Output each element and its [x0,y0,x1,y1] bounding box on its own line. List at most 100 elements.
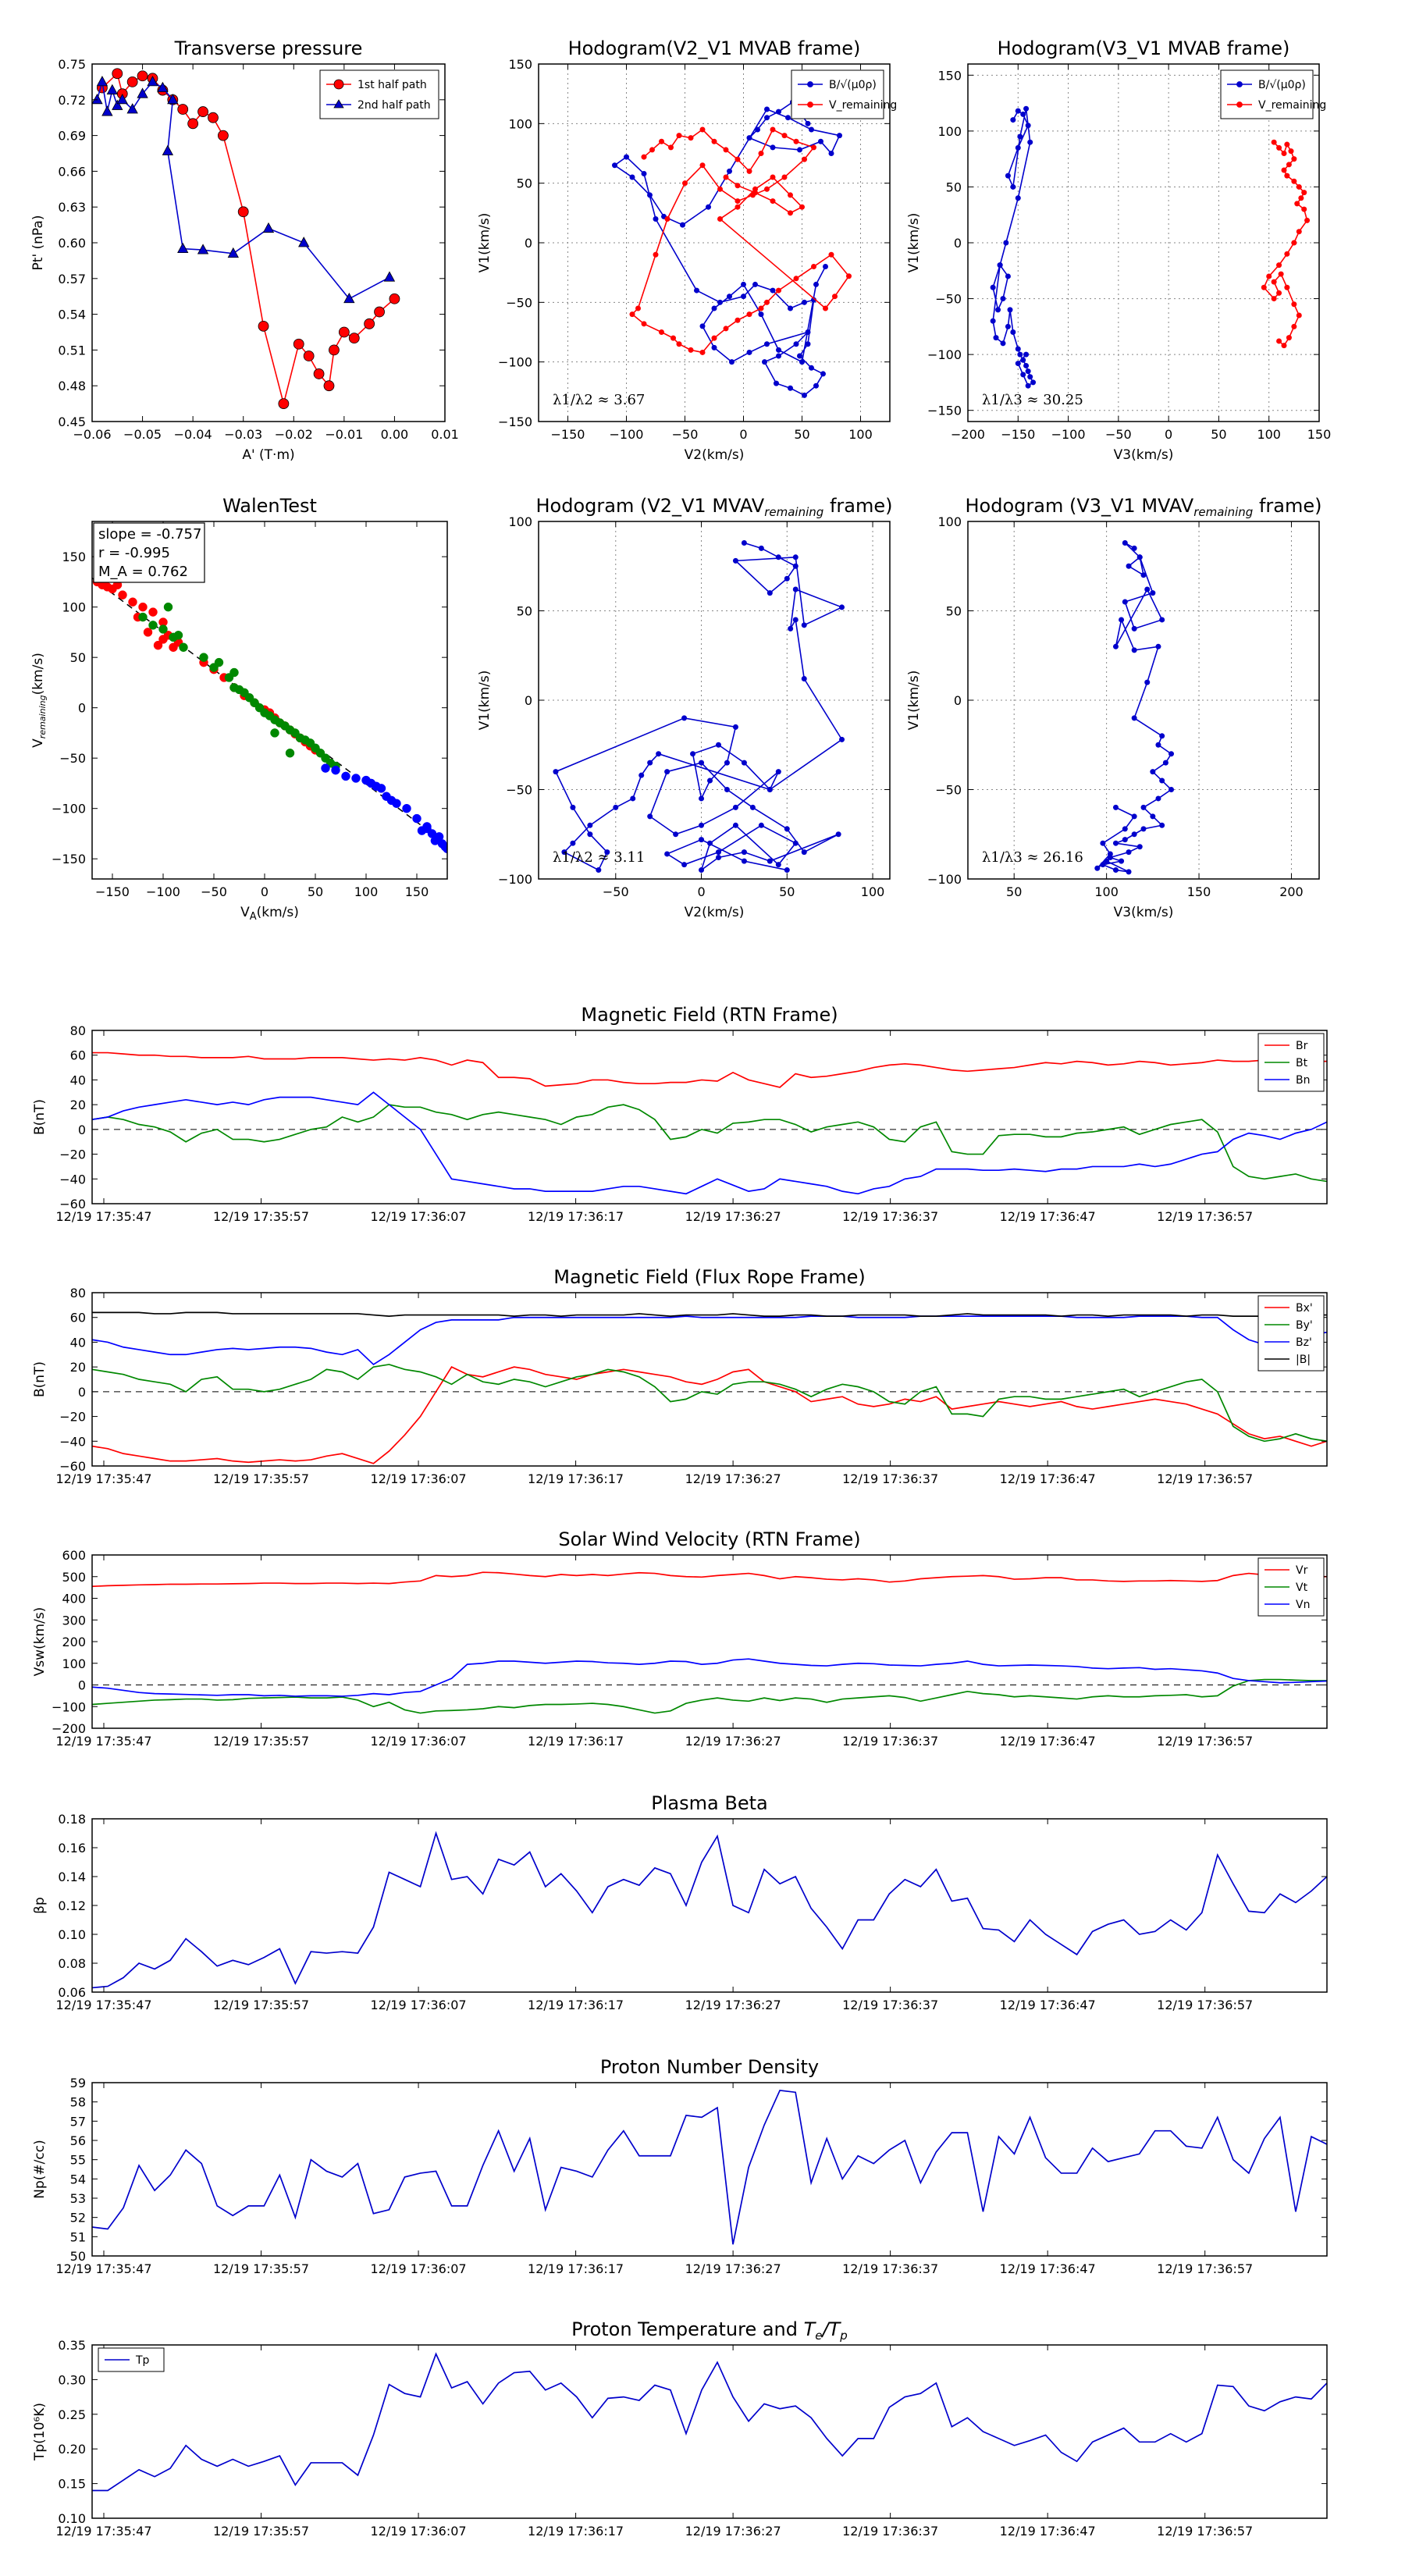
series-hodogram-point [1150,813,1156,820]
series-b-0--point [741,294,746,300]
y-tick-label: 100 [508,116,532,131]
y-tick-label: 52 [70,2211,86,2226]
series-hodogram-point [561,849,567,856]
series-v-remaining-point [746,311,752,318]
y-axis-label: V1(km/s) [477,671,493,731]
series-hodogram-point [587,822,593,828]
series-v-remaining-point [1278,271,1284,277]
series-b-0--point [1023,351,1030,358]
series-hodogram-point [1122,599,1128,605]
series-green-point [173,631,183,640]
series-v-remaining-point [717,215,723,222]
legend-box [1257,1295,1325,1372]
y-tick-label: 100 [62,1656,86,1671]
series-b-0--point [1025,368,1031,375]
series-bn-line [92,1091,1327,1195]
y-tick-label: 0.69 [58,129,86,144]
x-axis-label: V2(km/s) [685,447,745,463]
series-hodogram-point [839,604,845,610]
chart-title: Plasma Beta [651,1792,767,1814]
x-tick-label: 12/19 17:36:07 [371,1209,467,1224]
series-hodogram-point [1136,844,1143,850]
x-tick-label: −50 [603,884,629,899]
series-green-point [163,602,173,612]
series-hodogram-point [767,590,773,596]
series-2nd-half-path-point [126,103,138,114]
series-b-0--point [762,359,767,365]
series-v-remaining-point [770,174,776,180]
series-hodogram-point [741,760,747,766]
series-hodogram-point [741,858,747,864]
panel-mag-flux-rope: 12/19 17:35:47 12/19 17:35:57 12/19 17:36:… [32,1266,1328,1486]
series-v-remaining-point [641,154,647,160]
series-hodogram-point [1122,837,1128,843]
series-v-remaining-point [1284,284,1290,290]
legend-box [1220,69,1314,119]
y-tick-label: 0 [78,1385,86,1400]
series-v-remaining-point [653,251,659,258]
series-v-remaining-point [629,311,635,318]
series-green-point [214,657,224,667]
series-v-remaining-point [1291,301,1297,308]
y-tick-label: 0.48 [58,379,86,393]
x-tick-label: 12/19 17:36:37 [842,1471,938,1486]
series-v-remaining-point [1291,156,1297,162]
series-b-0--point [1020,357,1026,363]
series-b-0--point [813,382,819,389]
series-hodogram-point [1168,751,1175,757]
panel-hodogram-v2-v1-mvav: −50 0 50 100 −100 −50 0 50 100 Hodogram (V2_V1 MV… [477,495,892,920]
plot-frame [91,2344,1328,2519]
series-vn-line [92,1658,1327,1697]
series-v-remaining-point [1266,273,1272,279]
series-bt-line [92,1104,1327,1183]
series-2nd-half-path-point [147,76,158,87]
x-tick-label: 12/19 17:36:37 [842,2261,938,2276]
series-hodogram-point [775,769,781,775]
series-hodogram-point [699,867,705,873]
series-v-remaining-point [723,326,729,332]
series-2nd-half-path-point [157,81,169,92]
legend-marker [333,99,344,109]
series-hodogram-point [715,742,721,748]
x-tick-label: 12/19 17:35:47 [55,1471,151,1486]
series-2nd-half-path-point [177,242,189,254]
y-tick-label: 0.45 [58,415,86,429]
series-hodogram-point [724,787,730,792]
legend-label: B/√(μ0ρ) [1258,79,1306,91]
panel-mag-rtn: 12/19 17:35:47 12/19 17:35:57 12/19 17:36:… [32,1004,1328,1224]
series-b-0--point [641,170,647,176]
series-hodogram-point [835,831,841,838]
series-1st-half-path-point [348,333,360,344]
series-v-remaining-point [1271,279,1277,285]
x-tick-label: 12/19 17:35:47 [55,1734,151,1749]
series-b-0--point [993,335,999,341]
y-tick-label: −50 [935,783,962,798]
data-layer [92,68,400,409]
y-tick-label: 0.14 [58,1870,86,1884]
series-1st-half-path-point [187,118,199,130]
series-hodogram-point [784,826,790,832]
y-tick-label: 50 [946,180,962,194]
x-axis-label: V3(km/s) [1114,905,1174,920]
legend-label: Bt [1296,1057,1308,1069]
series-v-remaining-point [1286,162,1292,168]
y-tick-label: −50 [506,783,532,798]
series-b-0--point [746,349,752,355]
x-tick-label: −0.06 [73,427,111,442]
x-tick-label: 12/19 17:36:27 [685,1734,781,1749]
x-tick-label: 200 [1279,884,1304,899]
x-tick-label: 50 [794,427,809,442]
series-hodogram-point [1119,858,1125,864]
panel-proton-temperature: 12/19 17:35:47 12/19 17:35:57 12/19 17:36:… [32,2318,1328,2539]
x-tick-label: 12/19 17:36:27 [685,2261,781,2276]
series-v-remaining-point [764,299,770,305]
y-tick-label: 20 [70,1360,86,1375]
y-tick-label: −100 [927,347,962,362]
series-blue-point [402,803,411,813]
y-tick-label: −50 [59,751,86,766]
series-2nd-half-path-point [137,87,148,98]
legend-box [319,69,439,119]
x-tick-label: 150 [1187,884,1211,899]
y-tick-label: 0.16 [58,1841,86,1856]
series-hodogram-point [1131,715,1137,721]
